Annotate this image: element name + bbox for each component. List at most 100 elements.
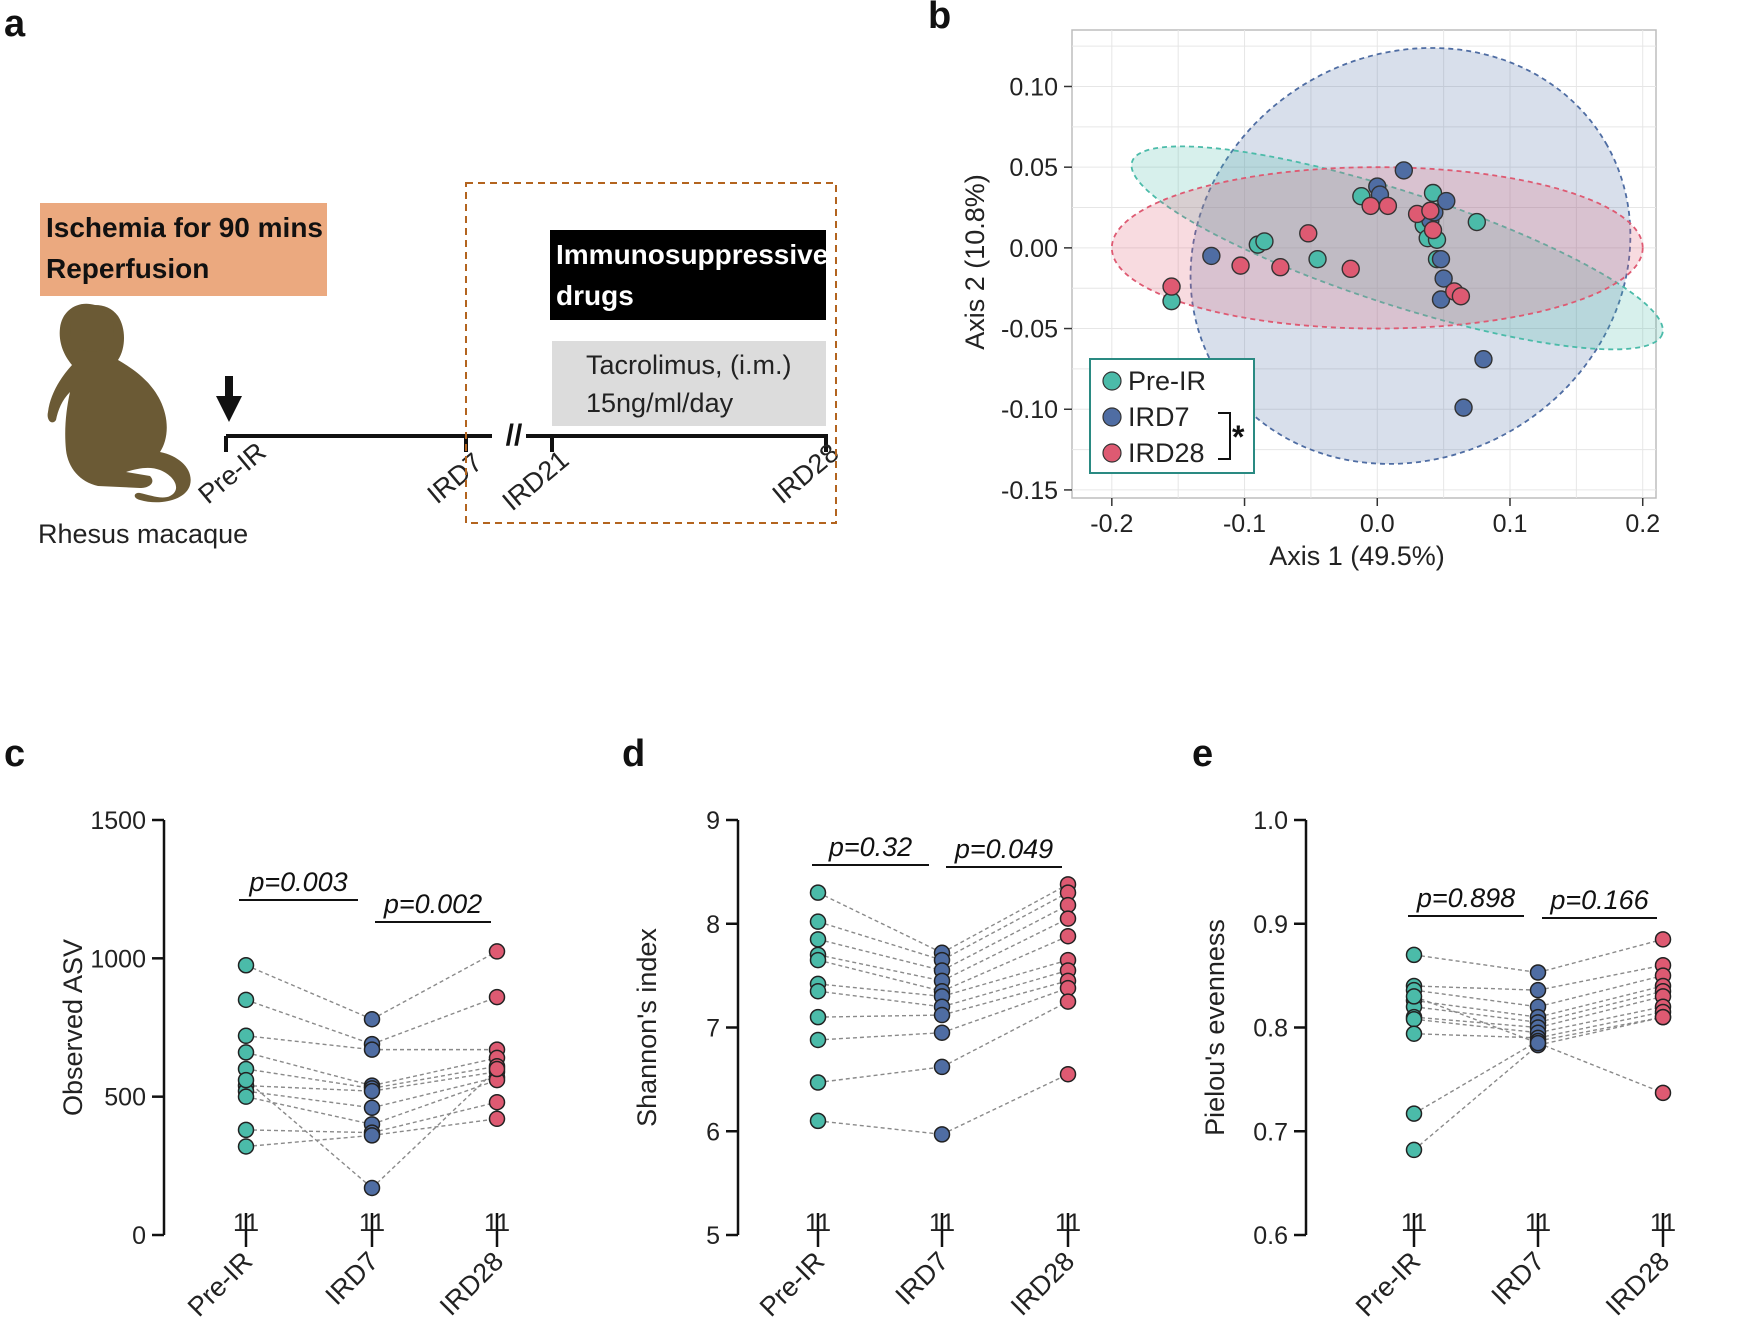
- treatment-window-box: [465, 182, 837, 524]
- panel-c-n-label: 11: [484, 1209, 510, 1237]
- confidence-ellipse-pre-ir: [1130, 145, 1664, 351]
- panel-d-pair-line: [817, 1014, 943, 1018]
- confidence-ellipse-ird7: [1189, 47, 1632, 465]
- panel-e-pair-line: [1537, 995, 1664, 1029]
- panel-d-category-label: Pre-IR: [754, 1246, 830, 1322]
- species-label: Rhesus macaque: [38, 519, 248, 549]
- significance-bracket: [1218, 412, 1231, 460]
- pcoa-point-ird28: [1231, 256, 1250, 275]
- panel-c-observed-asv: 0 500 1000 1500 Observed ASV 11 Pre-IR 11 IRD7 11…: [58, 807, 510, 1322]
- panel-d-y-tick-label: 5: [706, 1222, 720, 1250]
- panel-c-point-pre-ir: [237, 1027, 255, 1045]
- panel-d-pair-line: [817, 954, 943, 982]
- panel-c-y-axis-label: Observed ASV: [58, 939, 88, 1116]
- panel-c-pair-line: [245, 1090, 373, 1109]
- panel-d-pair-line: [941, 1000, 1069, 1068]
- panel-e-pair-line: [1537, 974, 1664, 1008]
- pcoa-point-ird28: [1423, 220, 1443, 240]
- panel-c-pair-line: [245, 1051, 373, 1087]
- panel-e-y-tick-label: 0.8: [1253, 1015, 1288, 1043]
- panel-e-category-label: IRD7: [1486, 1246, 1551, 1311]
- panel-d-shannon-index: 5 6 7 8 9 Shannon's index 11 Pre-IR 11 IRD7 11 IRD2…: [632, 807, 1081, 1322]
- panel-d-n-label: 11: [805, 1209, 831, 1237]
- panel-c-point-ird7: [363, 1127, 381, 1144]
- pcoa-y-tick-label: -0.15: [1001, 477, 1058, 505]
- pcoa-point-ird7: [1431, 290, 1451, 309]
- pcoa-legend: Pre-IR IRD7 IRD28 *: [1089, 358, 1255, 474]
- panel-c-point-ird7: [363, 1082, 381, 1100]
- panel-c-y-tick-label: 500: [104, 1084, 146, 1112]
- panel-c-pair-line: [371, 1057, 498, 1087]
- panel-e-pair-line: [1537, 990, 1664, 1023]
- panel-c-point-ird28: [488, 1110, 506, 1128]
- panel-e-point-ird28: [1654, 1008, 1672, 1026]
- panel-c-y-tick-label: 0: [132, 1222, 146, 1250]
- panel-c-point-pre-ir: [237, 1088, 255, 1105]
- pcoa-point-ird7: [1454, 398, 1473, 417]
- panel-c-n-label: 11: [359, 1209, 385, 1237]
- panel-c-category-label: Pre-IR: [182, 1246, 258, 1322]
- panel-c-point-ird7: [363, 1179, 381, 1197]
- panel-e-y-axis-label: Pielou's evenness: [1200, 919, 1230, 1136]
- panel-e-pair-line: [1413, 1044, 1539, 1151]
- panel-d-point-ird28: [1059, 1065, 1077, 1083]
- timepoint-ird28: IRD28: [767, 437, 845, 509]
- panel-d-point-ird7: [933, 1024, 951, 1041]
- pcoa-points: [1162, 161, 1493, 417]
- pcoa-x-tick-label: 0.2: [1625, 510, 1660, 538]
- panel-d-pair-line: [941, 1073, 1069, 1135]
- panel-e-pielou-evenness: 0.6 0.7 0.8 0.9 1.0 Pielou's evenness 11 Pre-IR…: [1200, 807, 1676, 1322]
- panel-c-pair-line: [371, 996, 498, 1045]
- panel-d-pair-line: [941, 987, 1069, 1034]
- panel-c-y-tick-label: 1000: [90, 945, 146, 973]
- drug-box: [550, 230, 826, 320]
- panel-e-pvalue: p=0.166: [1549, 885, 1649, 915]
- panel-e-pair-line: [1537, 1006, 1664, 1034]
- panel-d-pair-line: [941, 904, 1069, 972]
- panel-c-point-ird28: [488, 1060, 506, 1078]
- panel-e-point-pre-ir: [1405, 946, 1423, 964]
- panel-d-pair-line: [817, 1066, 943, 1084]
- panel-e-pair-line: [1537, 1016, 1664, 1042]
- panel-e-pair-line: [1413, 954, 1539, 974]
- panel-e-pair-line: [1537, 1042, 1664, 1094]
- timepoint-pre-ir: Pre-IR: [193, 436, 272, 509]
- pcoa-point-ird7: [1474, 350, 1493, 369]
- panel-d-point-pre-ir: [809, 1074, 827, 1091]
- pcoa-point-ird7: [1431, 249, 1451, 269]
- panel-c-label: c: [4, 733, 25, 775]
- pcoa-point-ird7: [1394, 161, 1414, 180]
- panel-d-n-label: 11: [929, 1209, 955, 1237]
- panel-e-point-ird28: [1654, 931, 1672, 948]
- reperfusion-text: Reperfusion: [46, 253, 209, 284]
- panel-c-point-ird7: [363, 1010, 381, 1028]
- panel-d-pair-line: [941, 935, 1069, 992]
- panel-c-pvalue: p=0.003: [248, 867, 347, 897]
- panel-d-point-pre-ir: [809, 982, 827, 1000]
- monkey-silhouette-icon: [47, 303, 191, 503]
- panel-d-pair-line: [941, 917, 1069, 982]
- panel-d-n-label: 11: [1055, 1209, 1081, 1237]
- panel-c-pair-line: [245, 1129, 373, 1134]
- timepoint-ird7: IRD7: [422, 447, 488, 510]
- panel-d-point-ird7: [933, 1126, 951, 1143]
- panel-d-point-ird28: [1059, 993, 1077, 1010]
- panel-d-point-pre-ir: [809, 931, 827, 948]
- panel-c-category-label: IRD7: [320, 1246, 385, 1311]
- panel-d-pair-line: [817, 921, 943, 961]
- pcoa-ticks: -0.2 -0.1 0.0 0.1 0.2 0.10 0.05 0.00 -0.05 -0.10 -…: [1001, 73, 1660, 538]
- pcoa-point-ird28: [1162, 277, 1181, 296]
- panel-e-pair-line: [1537, 1011, 1664, 1039]
- panel-a-label: a: [4, 3, 26, 45]
- ischemia-text: Ischemia for 90 mins: [46, 212, 323, 243]
- panel-c-pair-line: [371, 1071, 498, 1092]
- panel-c-point-pre-ir: [237, 991, 255, 1009]
- panel-b-label: b: [928, 0, 951, 37]
- panel-c-pair-line: [245, 999, 373, 1045]
- panel-c-pvalue: p=0.002: [383, 889, 482, 919]
- legend-marker-ird28: [1102, 443, 1122, 463]
- panel-d-pair-line: [817, 959, 943, 992]
- pcoa-y-tick-label: 0.05: [1009, 154, 1058, 182]
- timeline: [224, 434, 828, 452]
- panel-d-pair-line: [941, 883, 1069, 954]
